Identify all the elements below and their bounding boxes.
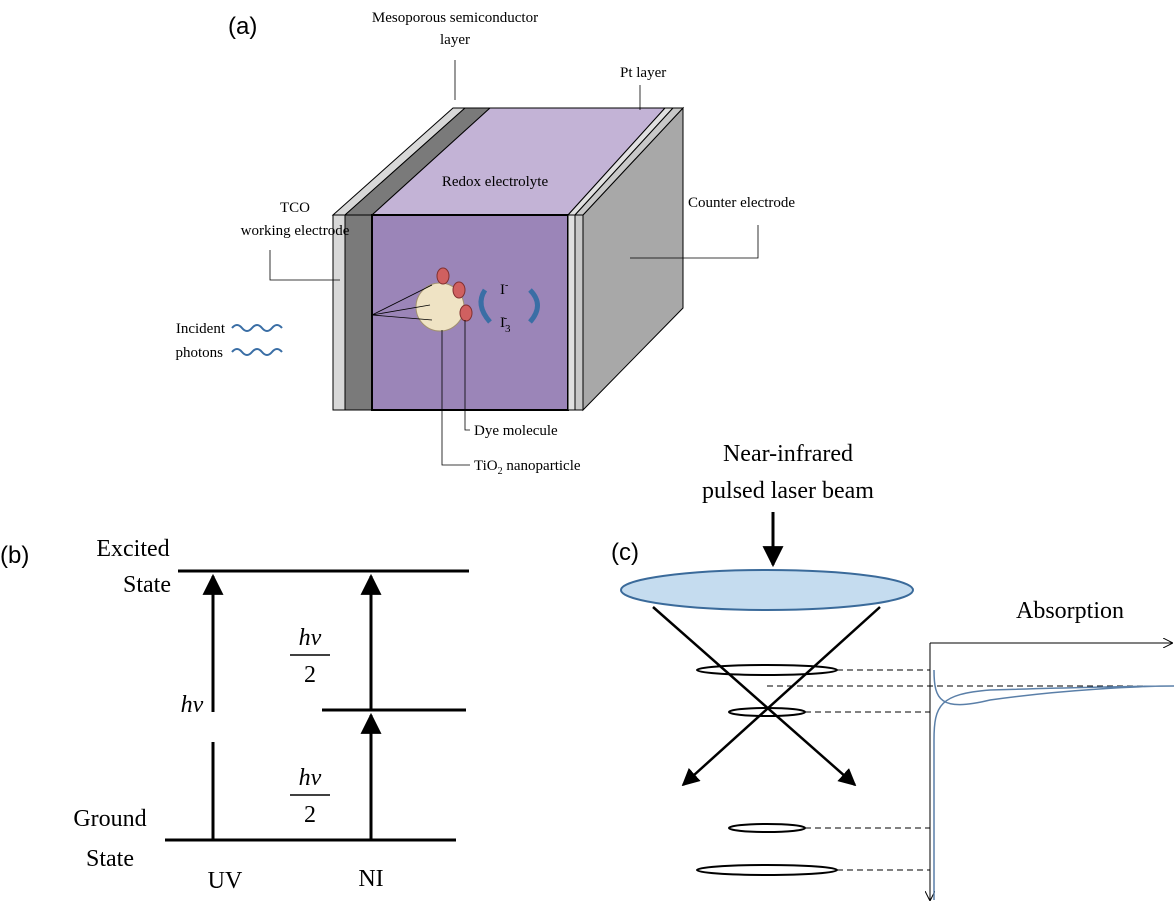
label: Near-infrared bbox=[723, 441, 853, 467]
panel-label: (c) bbox=[611, 539, 639, 566]
label: UV bbox=[208, 868, 243, 894]
figure: (a) Mesoporous semiconductor layer Pt la… bbox=[0, 0, 1174, 903]
label: Mesoporous semiconductor bbox=[372, 10, 538, 26]
label: Pt layer bbox=[620, 65, 666, 81]
label: Excited bbox=[96, 536, 169, 562]
text-part: 3 bbox=[505, 323, 511, 335]
solar-cell bbox=[232, 60, 758, 465]
label: TiO2 nanoparticle bbox=[474, 458, 581, 477]
energy-diagram bbox=[165, 571, 469, 840]
text-part: TiO bbox=[474, 458, 498, 474]
label: working electrode bbox=[241, 223, 350, 239]
label: Dye molecule bbox=[474, 423, 558, 439]
label: Absorption bbox=[1016, 598, 1124, 624]
mask bbox=[205, 712, 221, 742]
label: State bbox=[123, 572, 171, 598]
energy: 2 bbox=[304, 662, 316, 688]
label: NI bbox=[358, 866, 383, 892]
label: Incident bbox=[176, 321, 226, 337]
label: photons bbox=[175, 345, 223, 361]
text-part: - bbox=[505, 280, 508, 291]
label: State bbox=[86, 846, 134, 872]
text-part: nanoparticle bbox=[503, 458, 581, 474]
focus-diagram bbox=[621, 512, 1174, 900]
energy: hv bbox=[299, 765, 322, 791]
panel-label: (a) bbox=[228, 13, 257, 40]
energy: 2 bbox=[304, 802, 316, 828]
label: Counter electrode bbox=[688, 195, 795, 211]
label: Ground bbox=[73, 806, 146, 832]
panel-label: (b) bbox=[0, 542, 29, 569]
label: Redox electrolyte bbox=[442, 174, 549, 190]
energy: hv bbox=[181, 692, 204, 718]
label: layer bbox=[440, 32, 470, 48]
label: pulsed laser beam bbox=[702, 478, 874, 504]
text-part: - bbox=[504, 312, 508, 324]
label: TCO bbox=[280, 200, 310, 216]
energy: hv bbox=[299, 625, 322, 651]
